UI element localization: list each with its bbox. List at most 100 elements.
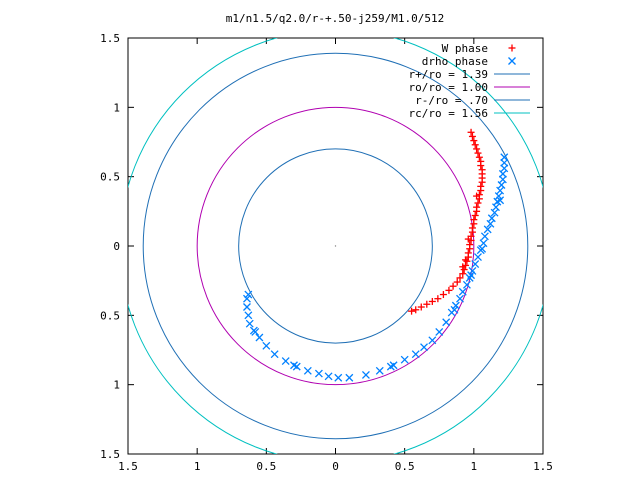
radius-circle xyxy=(142,52,529,440)
legend-label: rc/ro = 1.56 xyxy=(409,107,488,120)
legend-label: drho phase xyxy=(422,55,488,68)
legend-label: r-/ro = .70 xyxy=(415,94,488,107)
drho-phase-point xyxy=(251,328,260,336)
legend-label: ro/ro = 1.00 xyxy=(409,81,488,94)
x-tick-label: 1.5 xyxy=(533,460,553,473)
w-phase-point xyxy=(423,300,431,308)
legend-label: r+/ro = 1.39 xyxy=(409,68,488,81)
drho-phase-point xyxy=(483,225,492,234)
drho-phase-point xyxy=(262,341,271,350)
drho-phase-point xyxy=(471,260,480,268)
drho-phase-point xyxy=(462,280,471,289)
w-phase-point xyxy=(470,137,478,145)
drho-phase-point xyxy=(458,287,467,296)
drho-phase-point xyxy=(255,333,264,342)
y-tick-label: 1 xyxy=(113,379,120,392)
w-phase-point xyxy=(412,306,420,314)
ticks-layer: 1.5 1 0.5 0 0.5 1 1.51.510.500.511.5 xyxy=(100,32,553,473)
w-phase-point xyxy=(471,211,479,219)
radius-circle xyxy=(238,148,433,344)
w-phase-point xyxy=(467,128,475,136)
w-phase-point xyxy=(456,274,464,282)
w-phase-point xyxy=(466,245,474,253)
x-tick-label: 0.5 xyxy=(256,460,276,473)
w-phase-point xyxy=(464,235,472,243)
drho-phase-point xyxy=(243,303,251,311)
w-phase-point xyxy=(459,270,467,278)
drho-phase-point xyxy=(345,373,354,382)
drho-phase-point xyxy=(474,253,482,262)
drho-phase-point xyxy=(450,305,459,314)
drho-phase-point xyxy=(456,294,464,303)
drho-phase-point xyxy=(270,350,279,359)
circles-layer xyxy=(128,38,543,454)
drho-phase-point xyxy=(428,336,437,345)
drho-phase-point xyxy=(478,244,487,253)
drho-phase-point xyxy=(435,328,444,336)
w-phase-point xyxy=(478,178,486,186)
drho-phase-point xyxy=(245,319,254,328)
drho-phase-point xyxy=(496,196,505,205)
drho-phase-point xyxy=(467,271,476,280)
y-tick-label: 1.5 xyxy=(100,448,120,461)
x-tick-label: 1 xyxy=(471,460,478,473)
drho-phase-point xyxy=(480,232,489,241)
drho-phase-point xyxy=(324,372,333,381)
drho-phase-point xyxy=(244,311,253,320)
y-tick-label: 1.5 xyxy=(100,32,120,45)
w-phase-point xyxy=(470,220,478,228)
x-tick-label: 1.5 xyxy=(118,460,138,473)
y-tick-label: 1 xyxy=(113,101,120,114)
w-phase-point xyxy=(475,153,483,161)
w-phase-point xyxy=(453,278,461,286)
w-phase-point xyxy=(439,291,447,299)
drho-phase-point xyxy=(386,362,395,371)
drho-phase-point xyxy=(290,361,298,370)
w-phase-point xyxy=(468,228,476,236)
drho-phase-point xyxy=(361,371,370,379)
drho-phase-point xyxy=(303,366,312,375)
w-phase-point xyxy=(462,256,470,264)
drho-phase-point xyxy=(375,366,384,375)
legend-marker xyxy=(508,44,516,52)
w-phase-point xyxy=(408,307,416,315)
drho-phase-point xyxy=(411,350,420,359)
w-phase-point xyxy=(449,282,457,290)
x-tick-label: 0.5 xyxy=(395,460,415,473)
w-phase-point xyxy=(445,286,453,294)
chart-title: m1/n1.5/q2.0/r-+.50-j259/M1.0/512 xyxy=(226,12,445,25)
legend-marker xyxy=(508,57,516,65)
drho-phase-point xyxy=(244,290,253,299)
y-tick-label: 0.5 xyxy=(100,171,120,184)
w-phase-point xyxy=(473,145,481,153)
w-phase-point xyxy=(463,257,471,265)
drho-phase-point xyxy=(281,357,290,366)
drho-phase-point xyxy=(334,373,343,382)
w-phase-point xyxy=(468,132,476,140)
legend-label: W phase xyxy=(442,42,488,55)
w-phase-point xyxy=(428,297,436,305)
y-tick-label: 0.5 xyxy=(100,309,120,322)
y-tick-label: 0 xyxy=(113,240,120,253)
x-tick-label: 1 xyxy=(194,460,201,473)
w-phase-point xyxy=(434,295,442,303)
drho-phase-point xyxy=(442,318,451,327)
w-phase-point xyxy=(417,303,425,311)
origin-point xyxy=(334,245,337,247)
radius-circle xyxy=(196,106,475,386)
points-layer xyxy=(243,128,509,382)
w-phase-point xyxy=(471,141,479,149)
drho-phase-point xyxy=(486,219,495,228)
w-phase-point xyxy=(474,149,482,157)
w-phase-point xyxy=(474,199,482,207)
drho-phase-point xyxy=(490,208,499,217)
drho-phase-point xyxy=(400,355,409,364)
drho-phase-point xyxy=(420,343,428,352)
w-phase-point xyxy=(473,192,481,200)
w-phase-point xyxy=(477,162,485,170)
w-phase-point xyxy=(473,207,481,215)
drho-phase-point xyxy=(314,369,323,378)
w-phase-point xyxy=(459,263,467,271)
